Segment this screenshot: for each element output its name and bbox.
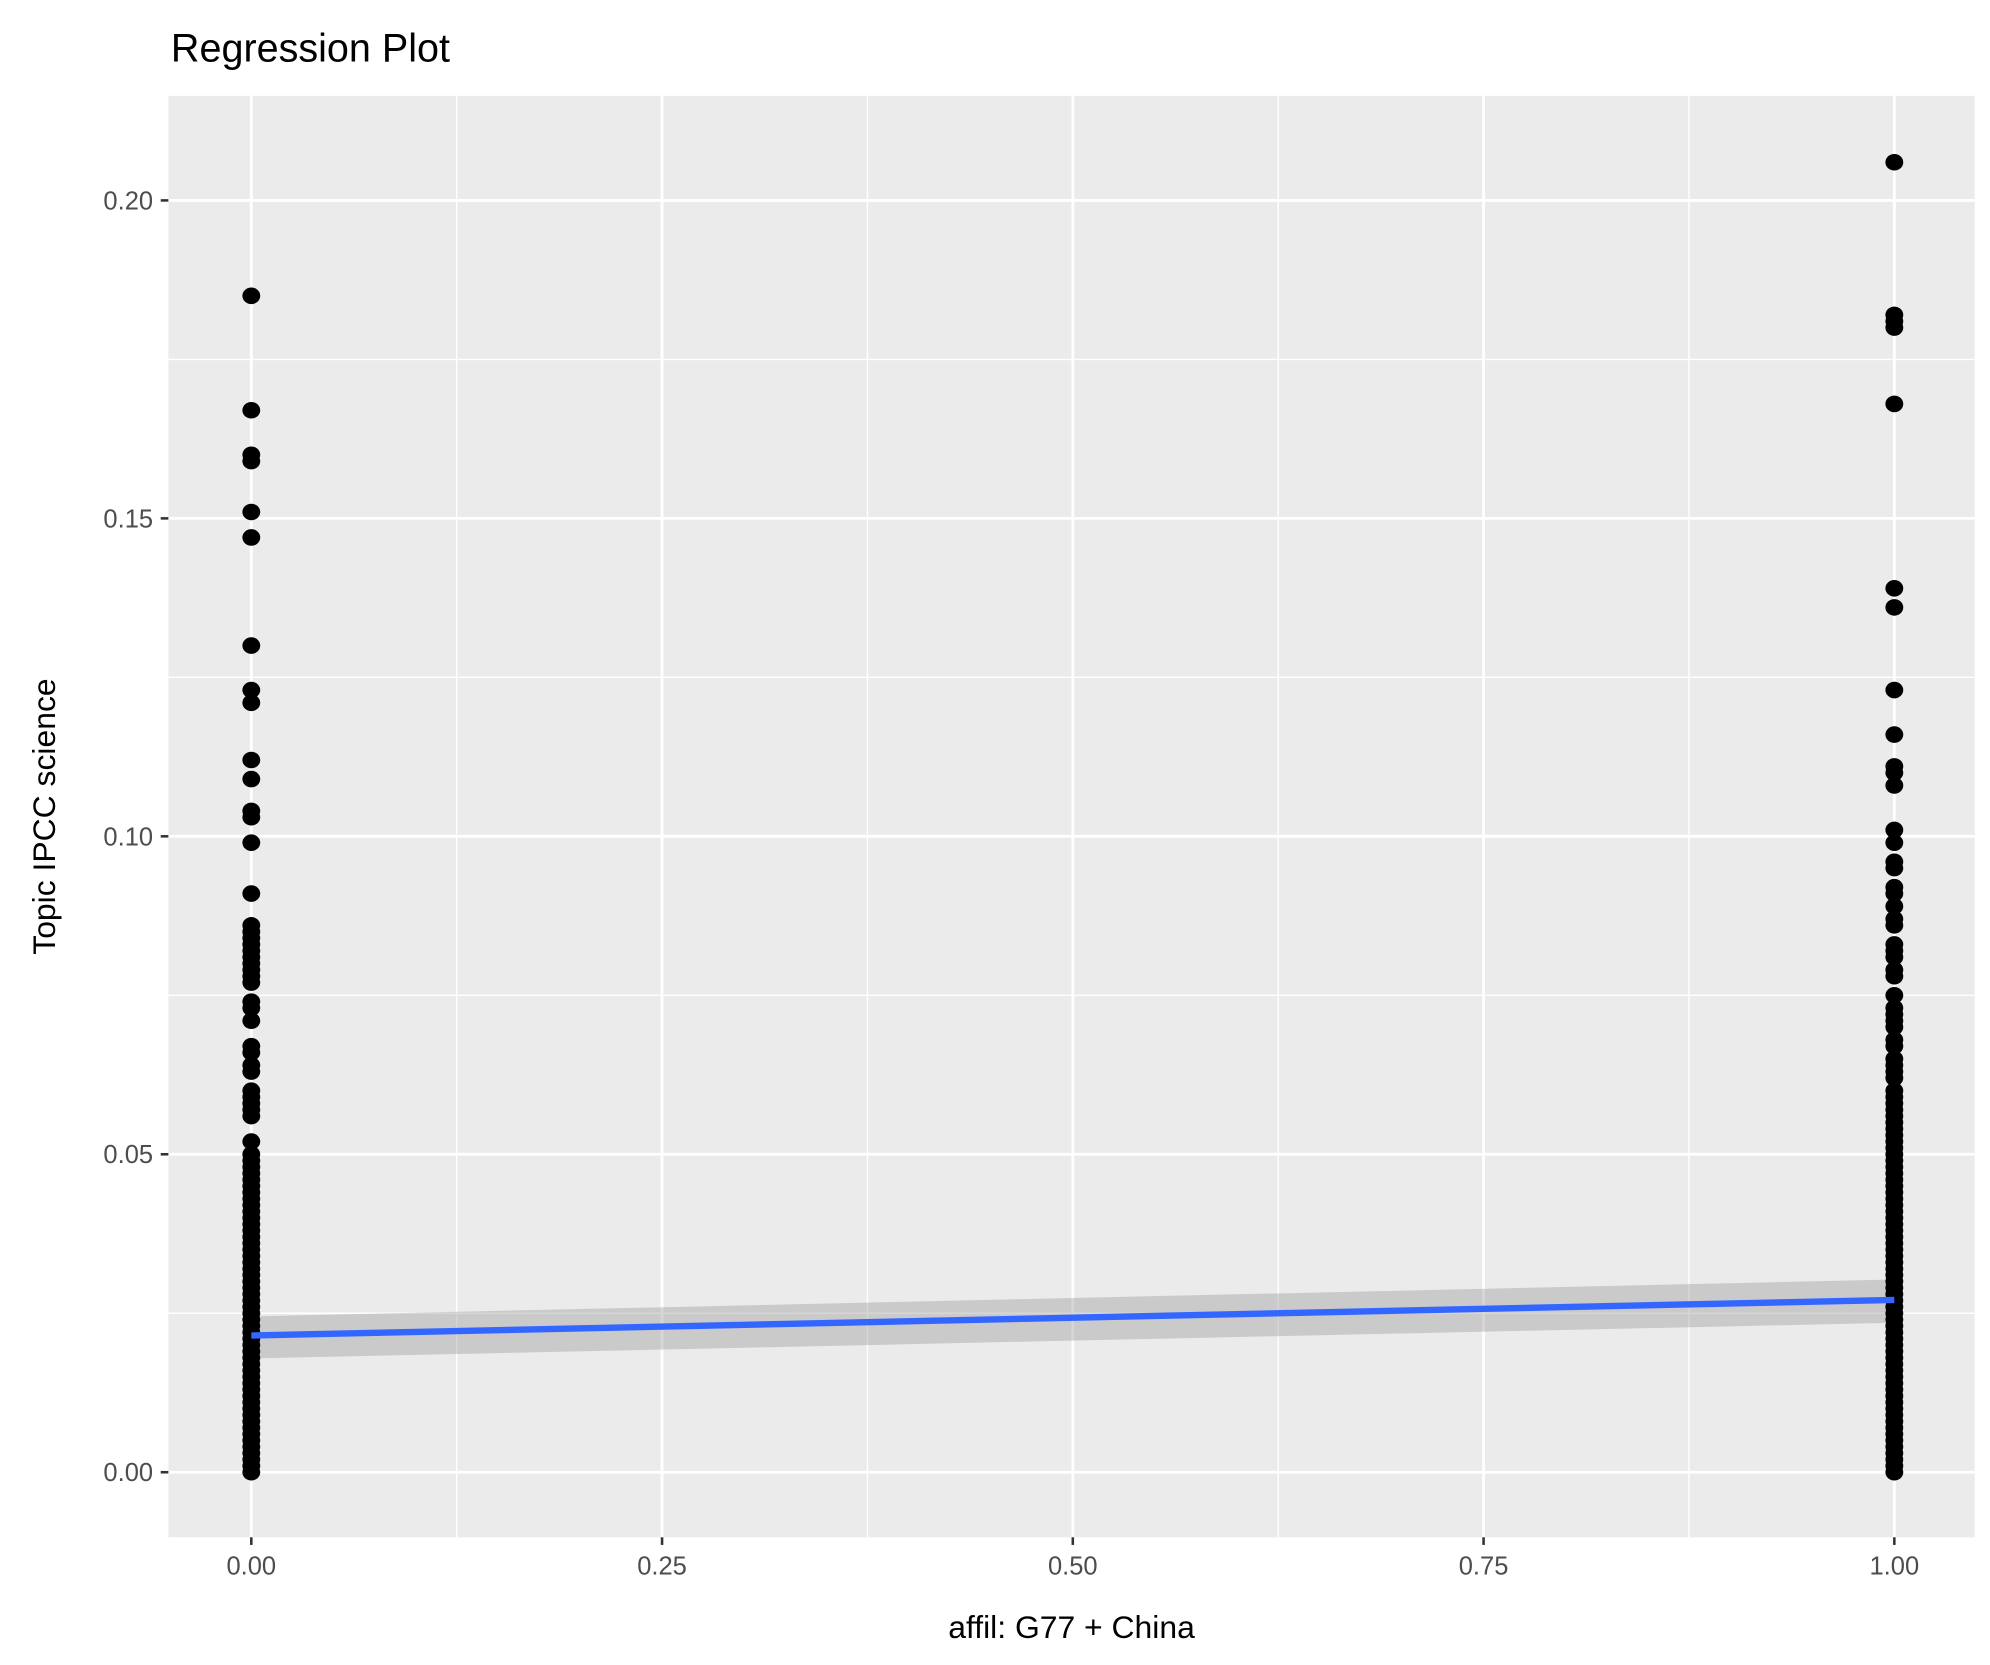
- data-point: [242, 681, 261, 699]
- y-axis-label: Topic IPCC science: [26, 678, 62, 954]
- data-point: [242, 1107, 261, 1125]
- data-point: [242, 974, 261, 991]
- data-point: [1885, 917, 1904, 934]
- data-point: [1885, 599, 1904, 616]
- data-point: [1885, 726, 1904, 743]
- data-point: [242, 529, 261, 546]
- data-point: [1885, 967, 1904, 985]
- data-point: [1885, 764, 1904, 782]
- regression-line-group: [251, 1296, 1895, 1339]
- data-point: [242, 1463, 261, 1481]
- data-point: [242, 808, 261, 826]
- data-point: [1885, 1069, 1904, 1087]
- chart-title: Regression Plot: [171, 26, 450, 70]
- x-ticks: 0.00 0.25 0.50 0.75 1.00: [226, 1552, 1919, 1580]
- data-point: [1885, 859, 1904, 877]
- data-point: [1885, 885, 1904, 902]
- x-tick-label: 0.00: [226, 1552, 276, 1580]
- gridlines: [160, 95, 1975, 1545]
- data-point: [242, 885, 261, 902]
- data-point: [1885, 897, 1904, 915]
- data-point: [1885, 153, 1904, 171]
- data-point: [1885, 1018, 1904, 1036]
- points: [242, 153, 1904, 1481]
- data-point: [1885, 834, 1904, 851]
- data-point: [242, 770, 261, 788]
- y-tick-label: 0.15: [103, 505, 153, 533]
- data-point: [242, 1063, 261, 1080]
- data-point: [1885, 681, 1904, 699]
- data-point: [1885, 948, 1904, 966]
- data-point: [242, 999, 261, 1017]
- y-tick-label: 0.05: [103, 1141, 153, 1169]
- data-point: [1885, 319, 1904, 336]
- data-point: [242, 452, 261, 470]
- y-tick-label: 0.00: [103, 1459, 153, 1487]
- y-tick-label: 0.20: [103, 187, 153, 215]
- data-point: [1885, 987, 1904, 1004]
- regression-line: [251, 1296, 1895, 1339]
- x-tick-label: 1.00: [1870, 1552, 1920, 1580]
- y-ticks: 0.00 0.05 0.10 0.15 0.20: [103, 187, 153, 1487]
- data-point: [242, 834, 261, 851]
- y-tick-label: 0.10: [103, 823, 153, 851]
- data-point: [1885, 777, 1904, 794]
- x-axis-label: affil: G77 + China: [948, 1609, 1195, 1645]
- data-point: [242, 287, 261, 305]
- data-point: [1885, 580, 1904, 597]
- data-point: [1885, 821, 1904, 839]
- data-point: [242, 751, 261, 769]
- data-point: [242, 401, 261, 419]
- data-point: [1885, 1037, 1904, 1055]
- data-point: [242, 637, 261, 654]
- data-point: [242, 1044, 261, 1061]
- data-point: [1885, 1463, 1904, 1481]
- data-point: [242, 503, 261, 521]
- x-tick-label: 0.50: [1048, 1552, 1098, 1580]
- data-point: [242, 694, 261, 712]
- data-point: [242, 1133, 261, 1150]
- data-point: [1885, 395, 1904, 413]
- x-tick-label: 0.25: [637, 1552, 687, 1580]
- data-point: [242, 1012, 261, 1030]
- x-tick-label: 0.75: [1459, 1552, 1509, 1580]
